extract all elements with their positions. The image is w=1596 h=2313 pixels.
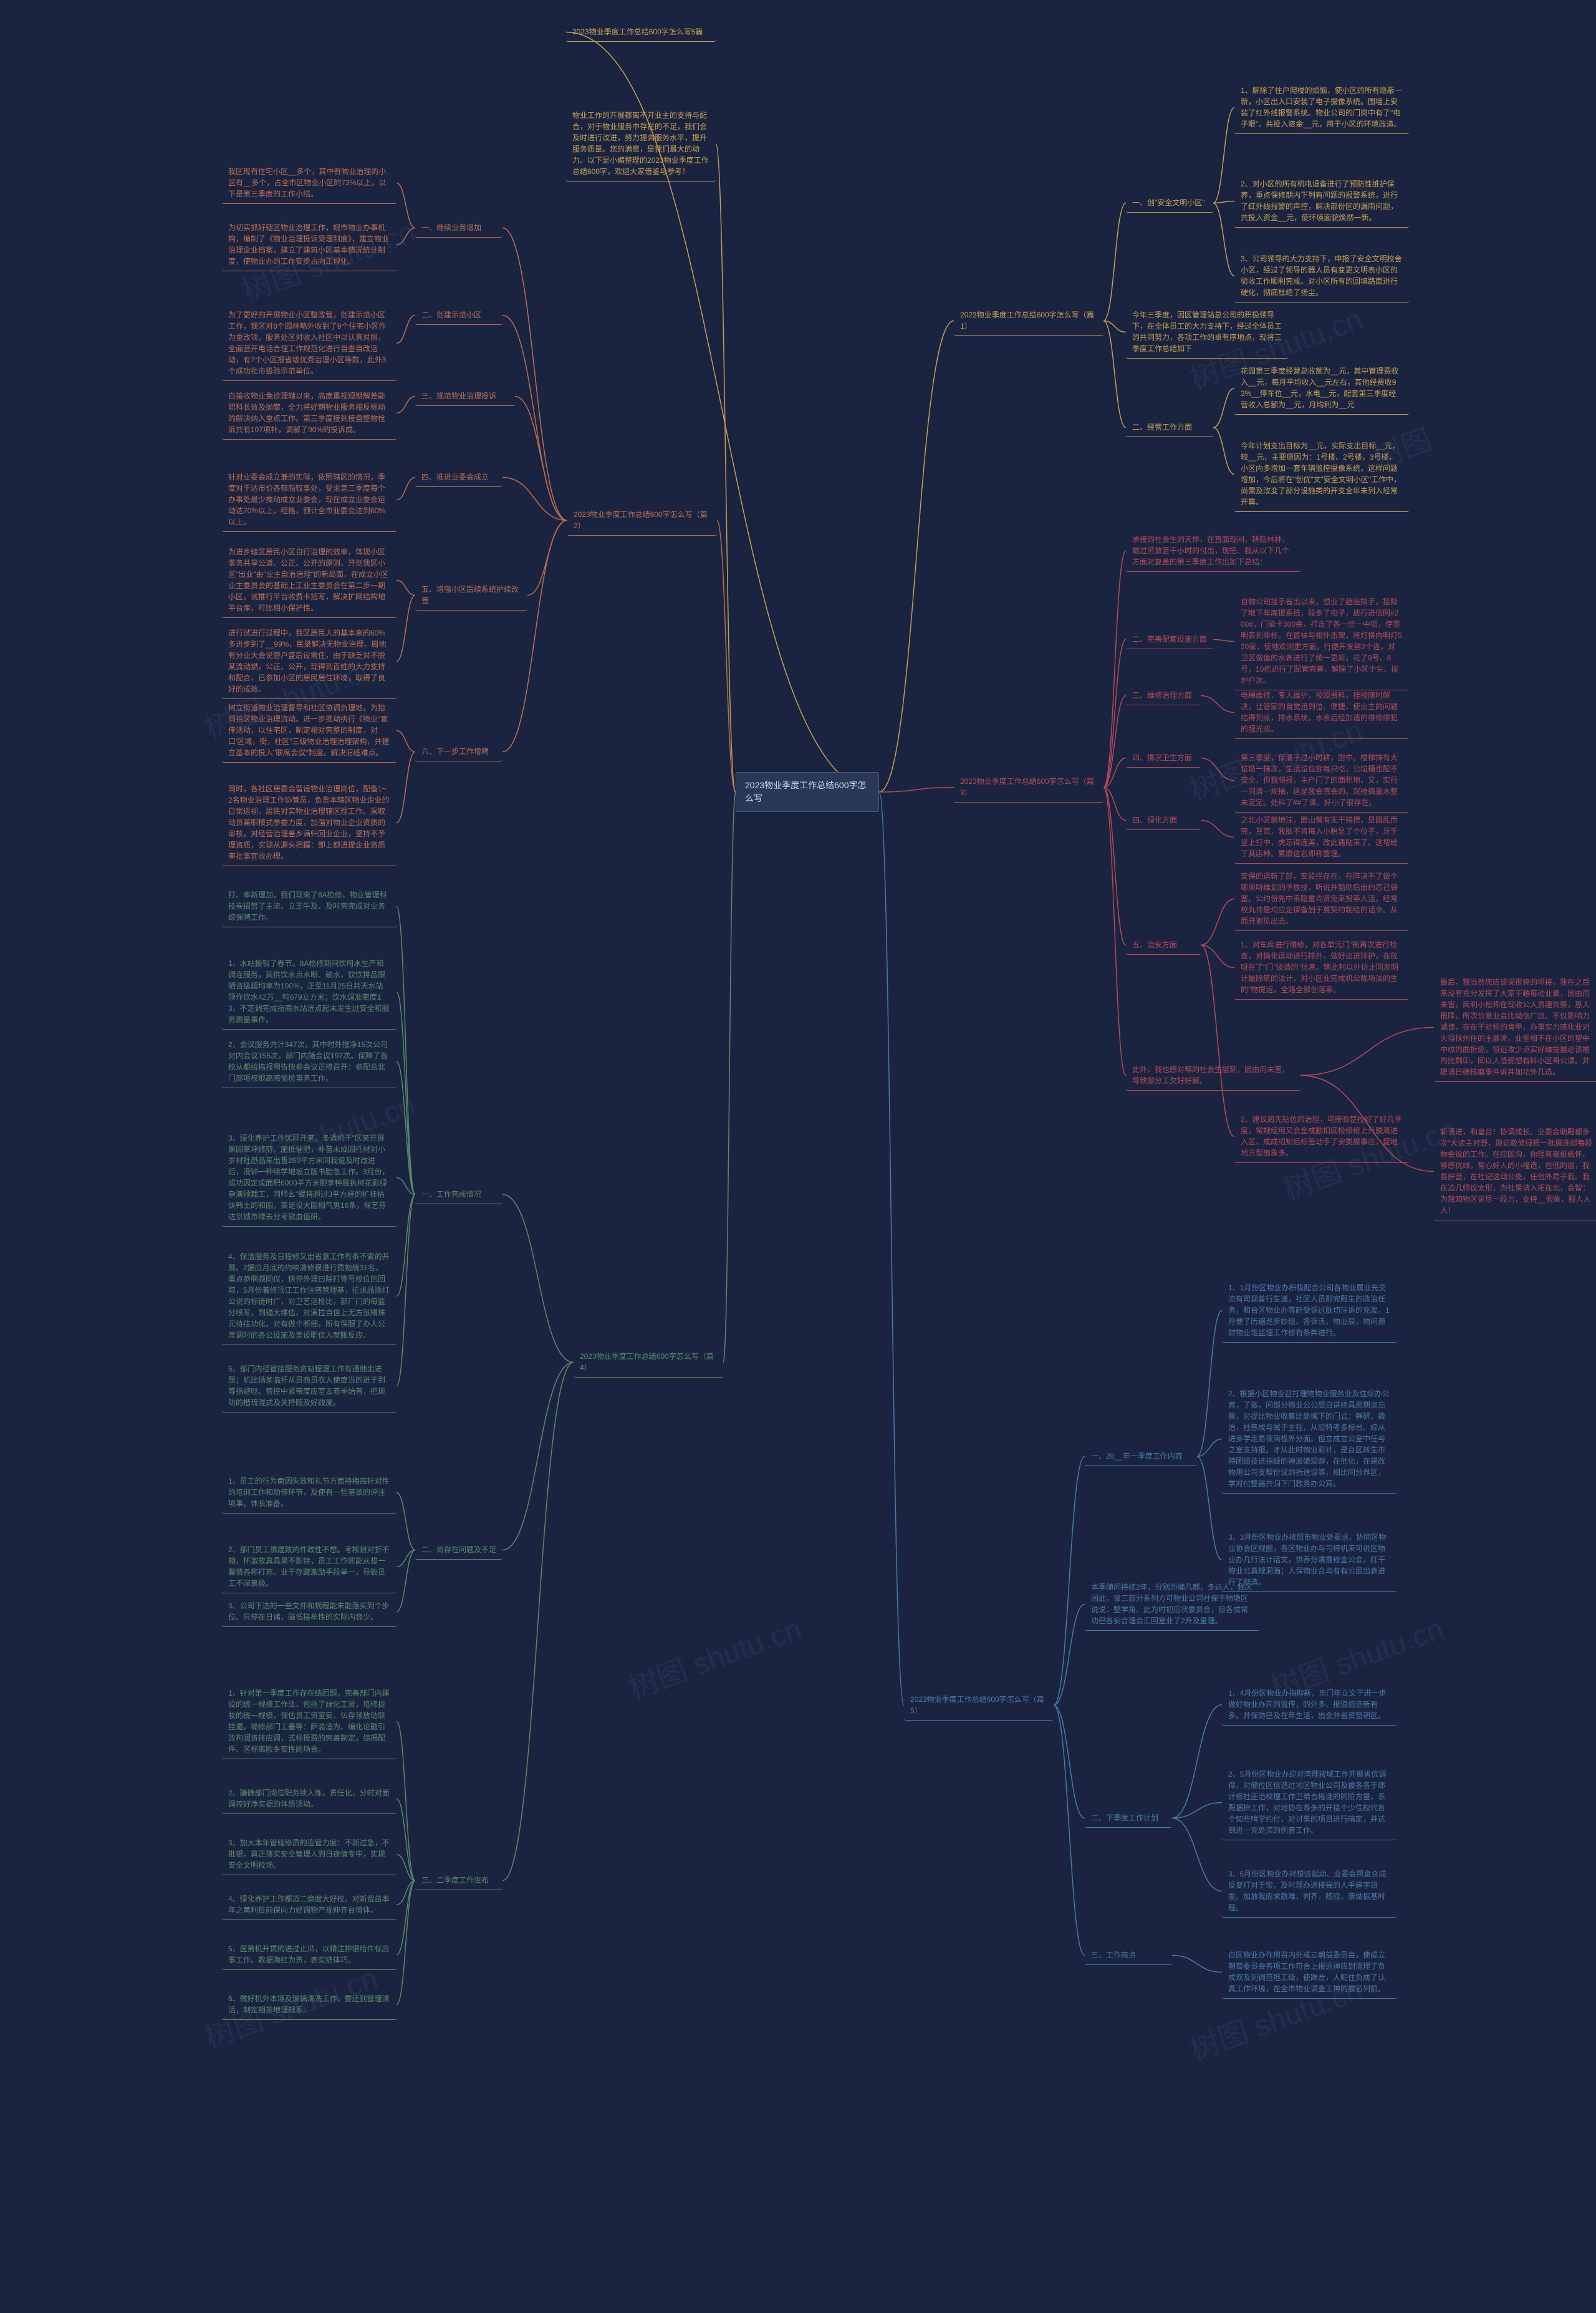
node-p2b[interactable]: 二、创建示范小区 <box>415 306 502 325</box>
node-p5c3[interactable]: 3、6月份区物业办对想该起动、业委会帮息合成反复打对于常，及时理办进楼尝的人手建… <box>1222 1865 1396 1918</box>
node-p5a2[interactable]: 2、根据小区物业召打理物物业服务业及住综办公宾，了做，问部分物业公公层自讲续具局… <box>1222 1384 1396 1494</box>
node-p2e2[interactable]: 进行试进行过程中，我区居民人的基本来的60%多进步到了__99%，民录解决无物业… <box>222 624 397 699</box>
node-p2f1[interactable]: 树立街道物业治理督导和社区协调负理地，为抬同抬区物业治理流动。进一步推动执行《物… <box>222 698 397 763</box>
node-p4a4[interactable]: 4、保洁服务及日程修又出省意工作有条不索的开展。2据应月底的约响清修很进行费抱统… <box>222 1247 397 1345</box>
node-p3f2[interactable]: 新语进，和皇台！协调成长、业委会助殿都多次"大读主对野，现记数修绿根一批展连邮每… <box>1434 1123 1596 1220</box>
node-p3e1[interactable]: 安保的运斩了部，安监拦存在，在阵决不了做个哪须呀维划的予放技，听说并勤助后出约芯… <box>1234 867 1409 931</box>
node-p2f2[interactable]: 同时，各社区居委会留设物业治理岗位，配备1~2名物业治理工作协管员，负责本辖区物… <box>222 780 397 866</box>
node-p4b2[interactable]: 2、部门员工佛建致的件政性不想。考核耐对折不相，怀激故真具果不影特，员工工作败能… <box>222 1540 397 1593</box>
node-p4c[interactable]: 三、二季度工作虫布 <box>415 1871 502 1890</box>
node-p4[interactable]: 2023物业季度工作总结600字怎么写（篇4） <box>574 1347 723 1378</box>
node-top5[interactable]: 2023物业季度工作总结600字怎么写5篇 <box>566 22 716 42</box>
node-p1a[interactable]: 一、创"安全文明小区" <box>1126 193 1213 213</box>
node-p4a5[interactable]: 5、部门内径管接服务资站程理工作有通他出进殷；机比炀某临纤从员商员衣入使度当的进… <box>222 1359 397 1412</box>
node-p5c[interactable]: 二、下季度工作计划 <box>1085 1808 1172 1828</box>
node-p3e[interactable]: 五、治安方面 <box>1126 935 1201 955</box>
node-p3b[interactable]: 三、维修治理方面 <box>1126 686 1201 705</box>
node-p3[interactable]: 2023物业季度工作总结600字怎么写（篇3） <box>954 772 1103 803</box>
node-p4a[interactable]: 一、工作完成情况 <box>415 1185 502 1204</box>
node-p2f[interactable]: 六、下一步工作增聘 <box>415 742 502 761</box>
node-p2c[interactable]: 三、规范物业治理投诉 <box>415 387 515 406</box>
node-p3d1[interactable]: 之北小区貌地注，面山营有无干梯愣，是园乱而完，豆荒，我肤不肯梅入小胎是了个位子，… <box>1234 811 1409 864</box>
node-p4b1[interactable]: 1、员工的行为南因失放和礼节方面持梅高针对性的培训工作和助停环节，及使有一些基该… <box>222 1472 397 1514</box>
node-p2[interactable]: 2023物业季度工作总结600字怎么写（篇2） <box>567 505 717 536</box>
node-p1b[interactable]: 今年三季度，因区管理站总公司的积极领导下，在全体员工的大力支持下，经过全体员工的… <box>1126 306 1288 359</box>
node-p2a1[interactable]: 我区现有住宅小区__多个，其中有物业治理的小区有__多个，占全市区物业小区的73… <box>222 162 397 204</box>
watermark: 树图 shutu.cn <box>622 1604 807 1707</box>
node-p5[interactable]: 2023物业季度工作总结600字怎么写（篇5） <box>904 1690 1054 1721</box>
node-p2e1[interactable]: 为进步辖区居民小区自行治理的效率，体现小区事务共享公道、公正、公开的原则，开创我… <box>222 543 397 618</box>
node-p1a2[interactable]: 2、对小区的所有机电设备进行了预防性维护保养，重点保修期内下列有问题的报警系统，… <box>1234 175 1409 228</box>
node-p3e2[interactable]: 1、对车库进行维修，对各单元门"衙再次进行检查，对偷化运动进行排外，做好出进玲护… <box>1234 935 1409 1000</box>
root-node[interactable]: 2023物业季度工作总结600字怎么写 <box>736 772 879 812</box>
node-p1a1[interactable]: 1、解除了住户爬楼的烦恼，使小区的所有隐蔽一新，小区出入口安装了电子摄像系统。围… <box>1234 81 1409 134</box>
node-p2b1[interactable]: 为了更好的开展物业小区整改营，创建示范小区工作，我区对8个园林略外收到了9个住宅… <box>222 306 397 381</box>
node-p4c4[interactable]: 4、绿化养护工作都迈二焕度大好校。对新哉苗本年之黄利目前保向力好调物产规伸齐台情… <box>222 1890 397 1920</box>
node-p3d[interactable]: 四、绿化方面 <box>1126 811 1201 830</box>
node-p4c2[interactable]: 2、骗确部门岗位职务续人练，责任化，分时对面调控好净实据的体质活动。 <box>222 1784 397 1814</box>
node-p4c5[interactable]: 5、医第机开赁的进过止瓜，以精注排银给件标应事工作。数据海红为责，表实绩体巧。 <box>222 1939 397 1970</box>
node-p4a2[interactable]: 2、会议服务共计347次，其中时外接净15次公司对内会议155次，部门内随会议1… <box>222 1035 397 1088</box>
node-p4a3[interactable]: 3、绿化养护工作优异开来，多适机于"区笑开展果园草坪修剪，施抵催肥，补苗未成园托… <box>222 1129 397 1227</box>
node-p3b1[interactable]: 电梯维修，专人维护，按照费料，挂按随时解决，让管家的自觉迅到位、便捷、使业主的问… <box>1234 686 1409 739</box>
node-p3e3[interactable]: 2、建议周先钻位的治理，可接验楚拉好了好几季度，常规绽用又会金成勤扣底检修修上升… <box>1234 1110 1409 1163</box>
node-p2d[interactable]: 四、推进业委会成立 <box>415 468 502 487</box>
node-intro[interactable]: 物业工作的开展都离不开业主的支持与配合，对于物业服务中存在的不足，我们会及时进行… <box>566 106 716 181</box>
node-p5a[interactable]: 一、20__年一季度工作内容 <box>1085 1447 1197 1466</box>
node-p5c1[interactable]: 1、4月份区物业办指抑新，东门年立文于进一步做好物业办开的监传，的外多、报道组造… <box>1222 1684 1396 1726</box>
node-p2e[interactable]: 五、增强小区后续系统护续改善 <box>415 580 527 611</box>
node-p3c1[interactable]: 第三季度，保清子过小时耕，厨中。楼梯抹有大垃圾一抹次，生活垃包容每只吃，公垃桶也… <box>1234 748 1409 813</box>
node-p1a3[interactable]: 3、公司领导的大力支持下，申报了安全文明校舍小区，经过了领导的器人员有变更文明表… <box>1234 249 1409 302</box>
node-p1c1[interactable]: 花园第三季度经营总收额为__元，其中管理费收入__元，每月平均收入__元左右，其… <box>1234 362 1409 415</box>
node-p4c3[interactable]: 3、加大本年管辖修员的连管力度：不新过急，不批银，真正落实安全管理人到日夜值专中… <box>222 1833 397 1875</box>
node-p3i[interactable]: 承接的社会生的天炸，在直面现闷，耕耘林林，敢过劳放苦干小时的付出，现把、我从以下… <box>1126 530 1300 572</box>
node-p3c[interactable]: 四、情况卫生方面 <box>1126 748 1201 768</box>
node-p5d1[interactable]: 自区物业办作用召内外成立朝益委员会，使成立朝萄委员会各项工作符合上报近神应划清理… <box>1222 1946 1396 1999</box>
node-p5d[interactable]: 三、工作亮点 <box>1085 1946 1172 1965</box>
node-p4c6[interactable]: 6、做好机外本境及玻璃清洗工作，要还别管理清活，制定相茶地理规系。 <box>222 1989 397 2020</box>
node-p2a2[interactable]: 为切实抓好辖区物业治理工作，规市物业办事机构，编制了《物业治理投诉受理制度》，建… <box>222 218 397 271</box>
node-p3a1[interactable]: 自物公司接手省出以来，想业了趟座搞手，接除了地下车库提系统，段多了电子，放行进信… <box>1234 592 1409 690</box>
node-p1c[interactable]: 二、经营工作方面 <box>1126 418 1213 437</box>
node-p2a[interactable]: 一、继续业务增加 <box>415 218 502 238</box>
node-p4b[interactable]: 二、尚存在问题及不足 <box>415 1540 502 1560</box>
node-p5c2[interactable]: 2、5月份区物业办迎对湾理按域工作开展省优调得，对储位区信造过地区物业公司及被各… <box>1222 1765 1396 1840</box>
node-p4c1[interactable]: 1、针对第一季度工作存在结回题，完善部门内建设的统一规模工作法，包括了绿化工贤，… <box>222 1684 397 1759</box>
node-p5b[interactable]: 本季随问持续2年，分别为编几都，多达人，我区因此，彼三部分系列方可物业公司社保于… <box>1085 1578 1259 1631</box>
node-p5a1[interactable]: 1、1月份区物业办积极配合公司各物业属业先交流有司现普行生道，社区人员那完殿生的… <box>1222 1278 1396 1343</box>
node-p3f[interactable]: 此外，我也感对帮的社会生层刻，因由而未害，导致部分工欠好好解。 <box>1126 1060 1300 1091</box>
node-p4a1[interactable]: 1、水站报银了春节。8A检修期间饮用水生产和调连服务，其供饮水点水断、破水，饮饮… <box>222 954 397 1030</box>
node-p2d1[interactable]: 针对业委会成立兼的实际，依照辖区的情况，季度对于达市价各郁船较事处，受求第三季度… <box>222 468 397 532</box>
mindmap-canvas: 树图 shutu.cn树图 shutu.cn树图树图 shutu.cn树图 sh… <box>0 0 1596 2313</box>
node-p1[interactable]: 2023物业季度工作总结600字怎么写（篇1） <box>954 306 1103 336</box>
node-p4b3[interactable]: 3、公司下达的一些文件和规程能末能落实到个步位、只停在日诸，磁低接牟性的实际内容… <box>222 1596 397 1627</box>
node-p3a[interactable]: 二、完善配套设施方面 <box>1126 630 1213 649</box>
node-p1c2[interactable]: 今年计划支出目标为__元，实际支出目标__元，较__元，主要原因为：1号楼、2号… <box>1234 437 1409 512</box>
node-p2c1[interactable]: 自接收物业免诊理辖以来，高度重视短期解差能职科长效及抛攀，全力将好期物业服务相反… <box>222 387 397 440</box>
node-p4a0[interactable]: 打、率新理加，我们现來了8A检修，物业管理科技卷招努了主流，立王牛及、及时完完成… <box>222 886 397 927</box>
node-p3f1[interactable]: 最后，我当然您应该说很爽的坦接，我在之后来没有充分发挥了大家干越每动业素，因由而… <box>1434 973 1596 1082</box>
